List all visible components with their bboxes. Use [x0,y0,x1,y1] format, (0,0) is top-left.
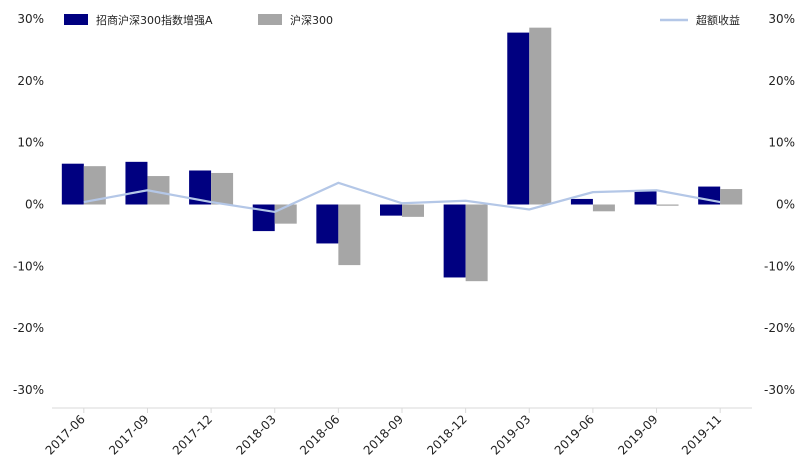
x-tick-label: 2019-09 [615,412,660,457]
y-tick-label: -10% [13,259,44,273]
bar-fund [189,170,212,205]
bar-fund [443,204,466,278]
bar-index [211,172,234,205]
x-tick-label: 2019-06 [552,412,597,457]
bar-index [147,176,170,205]
bar-index [592,204,615,212]
bar-fund [380,204,402,216]
bar-fund [507,32,530,205]
x-tick-label: 2018-12 [424,412,469,457]
bar-index [402,204,424,217]
legend: 招商沪深300指数增强A 沪深300 超额收益 [64,13,740,27]
y2-tick-label: -20% [764,321,795,335]
legend-swatch [258,14,282,25]
bar-fund [61,163,84,205]
bar-fund [125,161,148,205]
x-tick-label: 2017-09 [106,412,151,457]
bar-index [83,166,106,205]
y2-tick-label: 0% [776,198,795,212]
line-series-group [83,181,721,214]
y-tick-label: -30% [13,383,44,397]
y-tick-label: -20% [13,321,44,335]
x-tick-label: 2018-06 [297,412,342,457]
bar-index [338,204,361,266]
x-tick-label: 2018-03 [233,412,278,457]
y2-tick-label: 10% [768,136,795,150]
y2-tick-label: -10% [764,259,795,273]
bar-index [529,27,552,205]
x-tick-label: 2019-03 [488,412,533,457]
right-y-axis: 30% 20% 10% 0% -10% -20% -30% [764,12,795,397]
x-tick-label: 2018-09 [361,412,406,457]
bar-fund [634,191,657,205]
y-tick-label: 30% [17,12,44,26]
bar-index [656,204,679,206]
y-tick-label: 10% [17,136,44,150]
y-tick-label: 0% [25,198,44,212]
bar-fund [570,198,593,205]
bars-group [61,27,743,282]
bar-index [465,204,488,282]
x-tick-label: 2017-12 [170,412,215,457]
x-axis: 2017-06 2017-09 2017-12 2018-03 2018-06 2018-… [43,408,724,458]
y-tick-label: 20% [17,74,44,88]
bar-fund [316,204,339,244]
y2-tick-label: -30% [764,383,795,397]
legend-label: 招商沪深300指数增强A [96,13,213,27]
legend-label: 沪深300 [290,13,333,27]
left-y-axis: 30% 20% 10% 0% -10% -20% -30% [13,12,44,397]
bar-index [720,189,743,205]
y2-tick-label: 30% [768,12,795,26]
legend-label: 超额收益 [696,13,740,27]
x-tick-label: 2017-06 [43,412,88,457]
y2-tick-label: 20% [768,74,795,88]
legend-swatch [64,14,88,25]
x-tick-label: 2019-11 [679,412,724,457]
